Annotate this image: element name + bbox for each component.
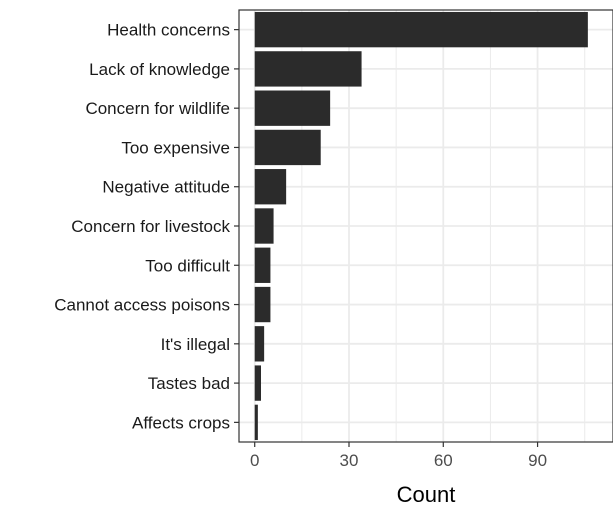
category-label: Concern for livestock [71,217,230,236]
category-label: Cannot access poisons [54,296,230,315]
bar-too-difficult [254,247,271,283]
category-label: Concern for wildlife [85,99,230,118]
bar-concern-for-wildlife [254,90,331,126]
x-tick-label: 0 [250,451,259,470]
category-label: Affects crops [132,413,230,432]
bars-layer [254,11,588,441]
bar-negative-attitude [254,169,287,205]
x-axis-title: Count [397,482,456,506]
bar-lack-of-knowledge [254,51,362,87]
category-label: Tastes bad [148,374,230,393]
bar-concern-for-livestock [254,208,274,244]
bar-it-s-illegal [254,326,265,362]
category-label: Negative attitude [102,178,230,197]
bar-cannot-access-poisons [254,286,271,323]
bar-too-expensive [254,129,321,166]
bar-tastes-bad [254,365,261,401]
category-label: Lack of knowledge [89,60,230,79]
bar-health-concerns [254,11,588,48]
ticks-layer [234,29,539,447]
bar-affects-crops [254,404,258,441]
x-tick-label: 30 [340,451,359,470]
category-label: Too difficult [145,256,230,275]
x-tick-label: 90 [528,451,547,470]
category-label: It's illegal [161,335,230,354]
category-label: Too expensive [121,138,230,157]
category-label: Health concerns [107,21,230,40]
x-tick-label: 60 [434,451,453,470]
labels-layer: Health concerns Lack of knowledge Concern … [54,21,547,470]
